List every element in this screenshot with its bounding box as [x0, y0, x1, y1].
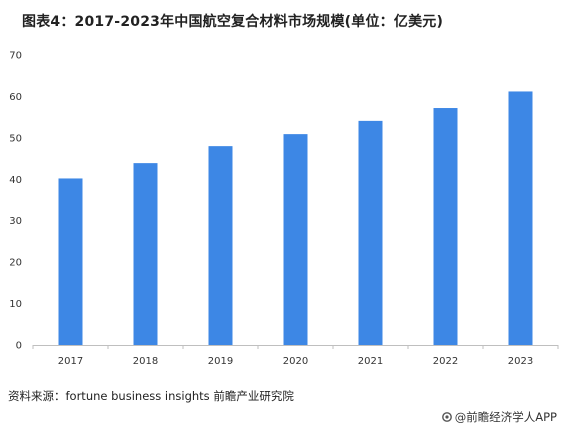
x-tick-label: 2019	[208, 356, 233, 367]
y-axis-ticks: 0 10 20 30 40 50 60 70	[9, 51, 22, 352]
chart-title: 图表4：2017-2023年中国航空复合材料市场规模(单位：亿美元)	[22, 14, 444, 30]
y-tick-label: 40	[9, 175, 22, 186]
x-tick-label: 2020	[283, 356, 308, 367]
bar-2022	[433, 108, 458, 346]
y-tick-label: 70	[9, 51, 22, 62]
y-tick-label: 20	[9, 258, 22, 269]
x-tick-label: 2023	[508, 356, 533, 367]
bar-2018	[133, 163, 158, 345]
y-tick-label: 60	[9, 92, 22, 103]
y-tick-label: 10	[9, 299, 22, 310]
bar-2021	[358, 120, 383, 345]
x-tick-label: 2022	[433, 356, 458, 367]
brand-credit: @前瞻经济学人APP	[441, 409, 557, 425]
brand-logo-icon	[441, 412, 452, 422]
brand-label: @前瞻经济学人APP	[454, 410, 557, 424]
bar-2019	[208, 146, 233, 345]
bar-2020	[283, 134, 308, 345]
x-axis-ticks: 2017 2018 2019 2020 2021 2022 2023	[32, 345, 559, 367]
x-tick-label: 2018	[133, 356, 158, 367]
bar-group	[58, 91, 533, 346]
y-tick-label: 30	[9, 216, 22, 227]
bar-2023	[508, 91, 533, 345]
y-tick-label: 0	[16, 341, 22, 352]
bar-2017	[58, 178, 83, 345]
x-tick-label: 2017	[58, 356, 83, 367]
source-note: 资料来源：fortune business insights 前瞻产业研究院	[8, 389, 294, 403]
x-tick-label: 2021	[358, 356, 383, 367]
y-tick-label: 50	[9, 133, 22, 144]
